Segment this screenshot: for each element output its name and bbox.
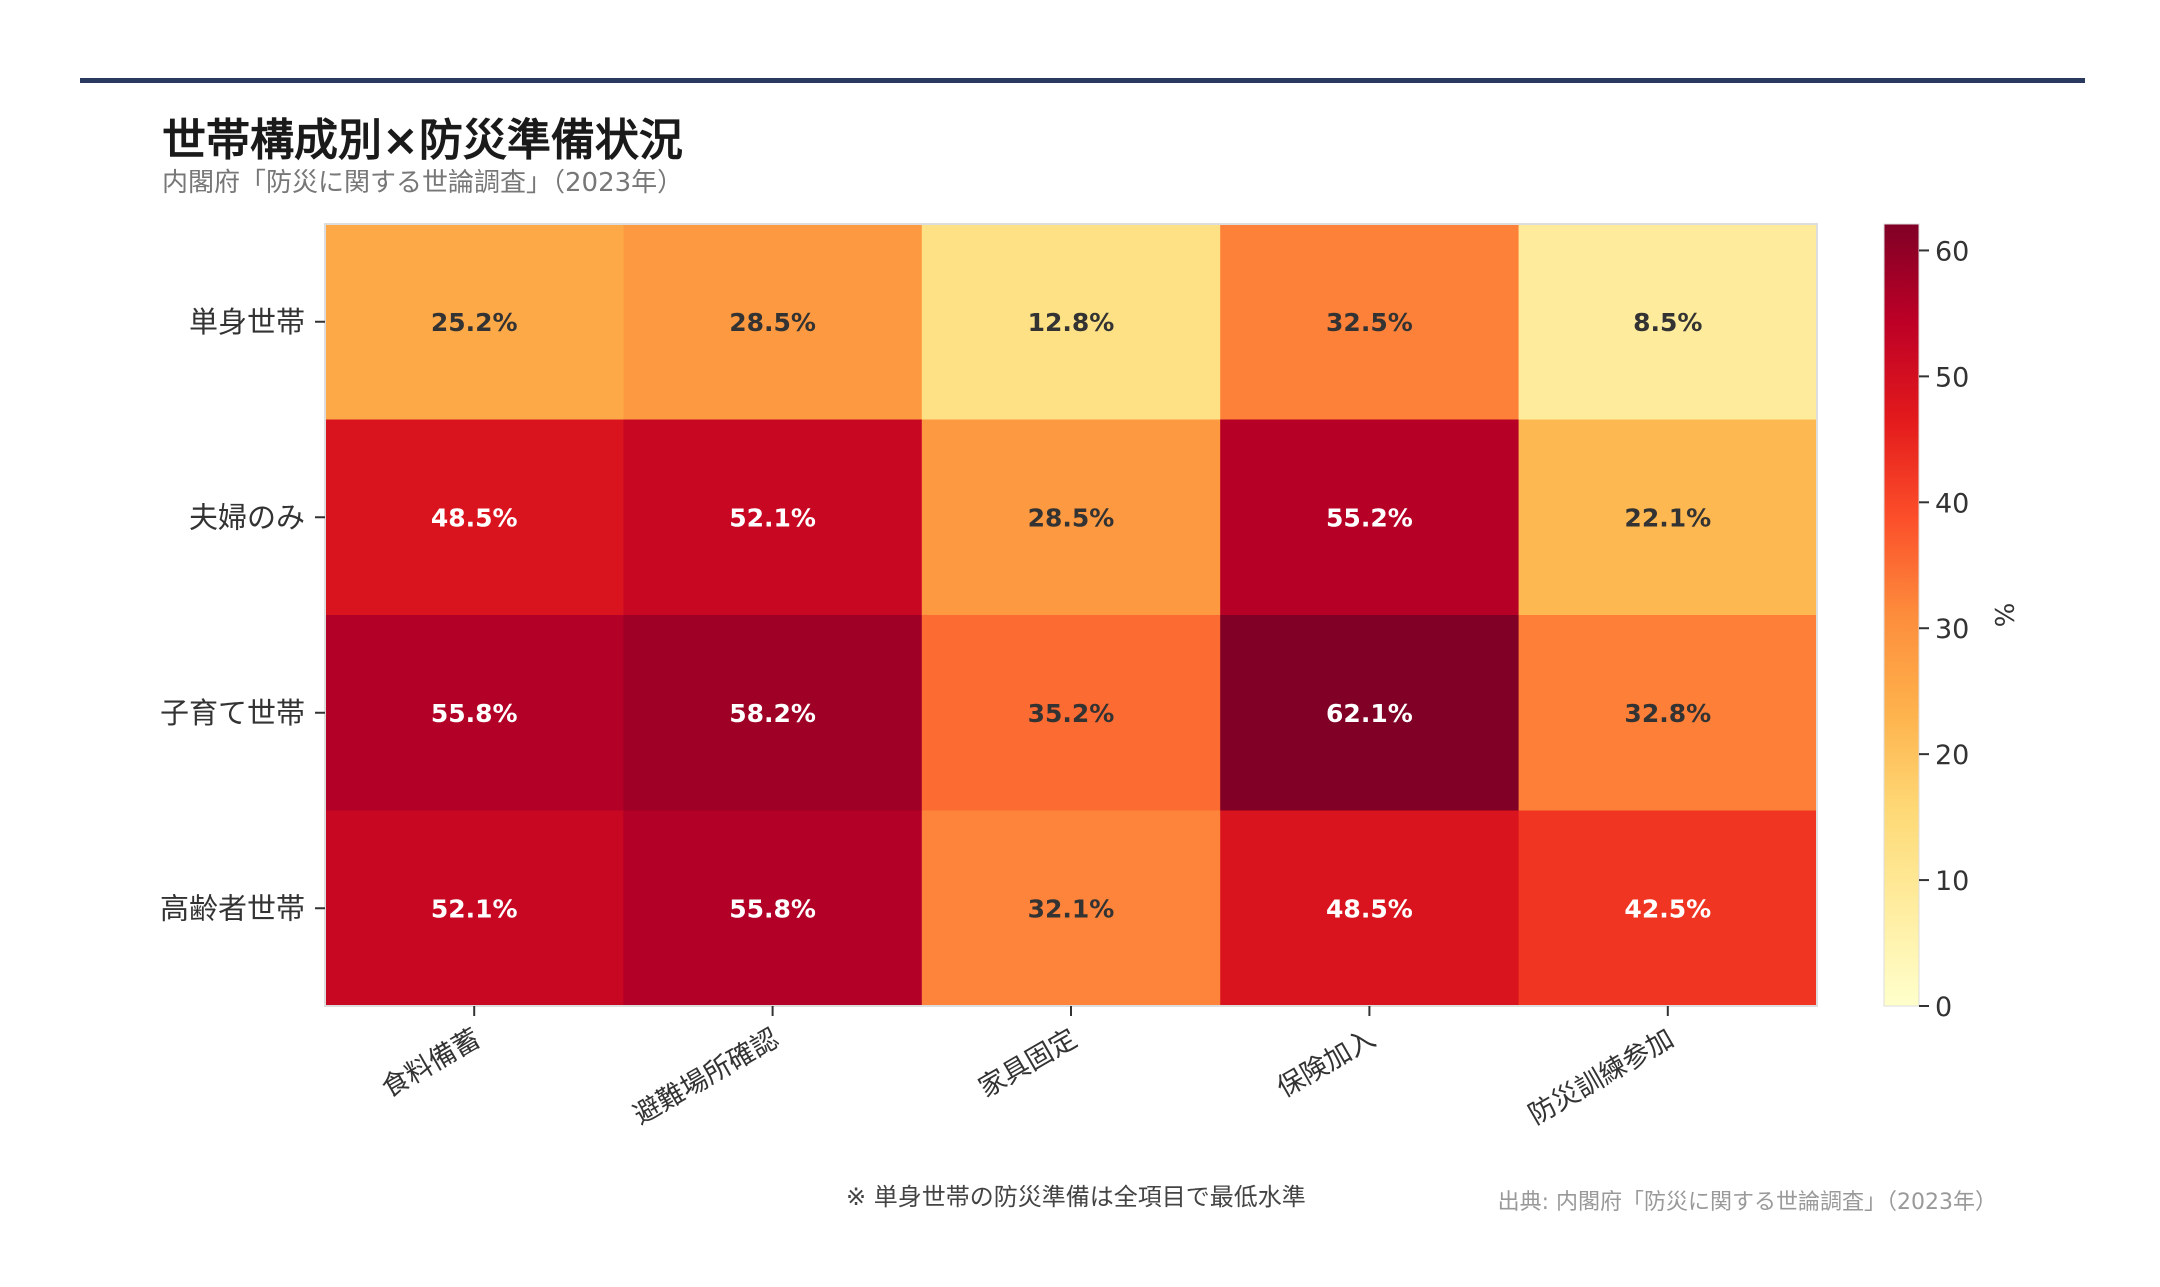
chart-subtitle: 内閣府「防災に関する世論調査」（2023年） xyxy=(162,168,684,198)
cell-value-label: 48.5% xyxy=(1326,894,1413,923)
cell-value-label: 8.5% xyxy=(1633,308,1702,337)
cell-value-label: 55.2% xyxy=(1326,503,1413,532)
cell-value-label: 32.1% xyxy=(1028,894,1115,923)
heatmap-cell xyxy=(921,810,1221,1007)
x-tick-label: 家具固定 xyxy=(973,1023,1082,1104)
heatmap-cell xyxy=(1518,224,1818,420)
colorbar-tick-label: 30 xyxy=(1935,614,1969,645)
heatmap-cell xyxy=(1518,615,1818,811)
x-axis: 食料備蓄 避難場所確認 家具固定 保険加入 防災訓練参加 xyxy=(377,1006,1680,1131)
x-tick-label: 避難場所確認 xyxy=(628,1023,784,1131)
colorbar-tick-label: 50 xyxy=(1935,362,1969,393)
x-tick-label: 食料備蓄 xyxy=(377,1023,486,1104)
heatmap-cell xyxy=(1220,810,1520,1007)
source-credit: 出典: 内閣府「防災に関する世論調査」（2023年） xyxy=(1497,1190,1997,1215)
heatmap-cells xyxy=(324,223,1818,1007)
heatmap-cell xyxy=(1518,810,1818,1007)
y-tick-label: 子育て世帯 xyxy=(160,696,305,730)
heatmap-cell xyxy=(1518,419,1818,616)
cell-value-label: 25.2% xyxy=(431,308,518,337)
heatmap-cell xyxy=(1220,224,1520,420)
colorbar-label: % xyxy=(1988,603,2018,628)
colorbar-tick-label: 20 xyxy=(1935,740,1969,771)
cell-value-label: 28.5% xyxy=(729,308,816,337)
heatmap-value-labels: 25.2% 28.5% 12.8% 32.5% 8.5% 48.5% 52.1% 28.5% 5… xyxy=(431,308,1711,924)
heatmap-cell xyxy=(921,419,1221,616)
y-tick-label: 夫婦のみ xyxy=(189,500,305,534)
cell-value-label: 55.8% xyxy=(431,699,518,728)
cell-value-label: 48.5% xyxy=(431,503,518,532)
cell-value-label: 58.2% xyxy=(729,699,816,728)
heatmap-cell xyxy=(623,810,923,1007)
colorbar: 0 10 20 30 40 50 60% xyxy=(1883,223,2018,1023)
colorbar-tick-label: 40 xyxy=(1935,488,1969,519)
cell-value-label: 52.1% xyxy=(431,894,518,923)
heatmap-cell xyxy=(325,419,624,616)
y-tick-label: 単身世帯 xyxy=(189,305,305,339)
y-tick-label: 高齢者世帯 xyxy=(160,891,305,925)
chart-title: 世帯構成別×防災準備状況 xyxy=(162,115,683,166)
cell-value-label: 52.1% xyxy=(729,503,816,532)
footnote: ※ 単身世帯の防災準備は全項目で最低水準 xyxy=(846,1183,1306,1211)
cell-value-label: 28.5% xyxy=(1028,503,1115,532)
cell-value-label: 35.2% xyxy=(1028,699,1115,728)
colorbar-gradient xyxy=(1883,223,1920,1007)
x-tick-label: 保険加入 xyxy=(1272,1023,1381,1104)
heatmap-cell xyxy=(623,224,923,420)
heatmap-cell xyxy=(1220,615,1520,811)
cell-value-label: 12.8% xyxy=(1028,308,1115,337)
heatmap-cell xyxy=(325,810,624,1007)
heatmap-cell xyxy=(1220,419,1520,616)
cell-value-label: 32.5% xyxy=(1326,308,1413,337)
cell-value-label: 32.8% xyxy=(1624,699,1711,728)
heatmap-cell xyxy=(623,615,923,811)
heatmap-cell xyxy=(921,224,1221,420)
heatmap-cell xyxy=(325,224,624,420)
heatmap-cell xyxy=(623,419,923,616)
colorbar-tick-label: 10 xyxy=(1935,866,1969,897)
cell-value-label: 62.1% xyxy=(1326,699,1413,728)
cell-value-label: 42.5% xyxy=(1624,894,1711,923)
colorbar-tick-label: 0 xyxy=(1935,992,1952,1023)
cell-value-label: 55.8% xyxy=(729,894,816,923)
cell-value-label: 22.1% xyxy=(1624,503,1711,532)
heatmap-cell xyxy=(921,615,1221,811)
title-bar-accent xyxy=(80,78,2085,83)
x-tick-label: 防災訓練参加 xyxy=(1524,1023,1680,1131)
colorbar-tick-label: 60 xyxy=(1935,236,1969,267)
heatmap-cell xyxy=(325,615,624,811)
